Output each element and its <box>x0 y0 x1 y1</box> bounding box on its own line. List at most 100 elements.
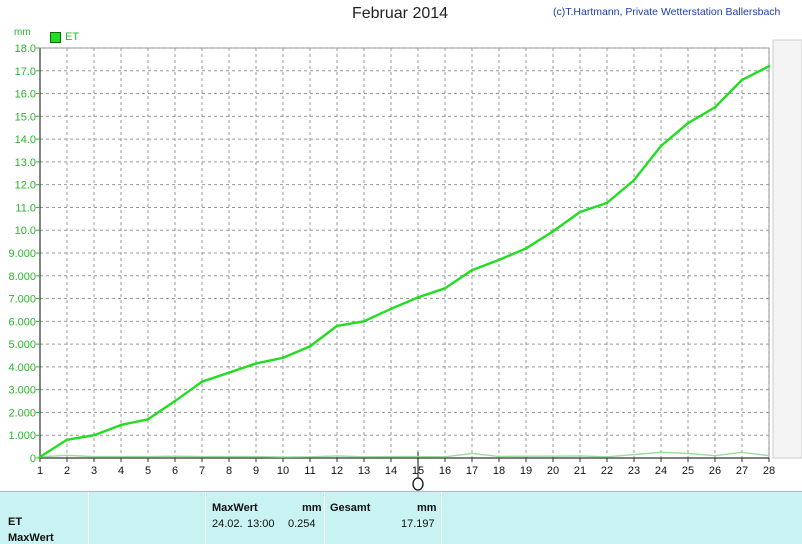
y-tick-label: 11.0 <box>15 202 36 214</box>
data-point-et <box>632 178 636 182</box>
x-tick-label: 22 <box>601 465 613 477</box>
legend: ET <box>50 31 79 43</box>
data-point-hourly <box>147 455 149 458</box>
max-value: 0.254 <box>288 518 316 530</box>
y-tick-label: 6.000 <box>8 316 36 328</box>
max-header: MaxWert <box>212 502 258 514</box>
cursor-handle <box>412 477 424 491</box>
data-point-hourly <box>174 455 176 457</box>
data-point-et <box>281 356 285 360</box>
total-value: 17.197 <box>401 518 435 530</box>
x-tick-label: 2 <box>64 465 70 477</box>
data-point-hourly <box>390 455 392 458</box>
data-point-et <box>524 247 528 250</box>
x-tick-label: 18 <box>493 465 505 477</box>
x-tick-label: 13 <box>358 465 370 477</box>
y-tick-label: 1.000 <box>8 430 36 442</box>
total-header: Gesamt <box>330 502 371 514</box>
x-tick-label: 3 <box>91 465 97 477</box>
data-point-hourly <box>687 452 689 455</box>
data-point-et <box>416 296 420 299</box>
data-point-et <box>470 268 474 272</box>
data-point-hourly <box>741 451 743 454</box>
data-point-hourly <box>660 451 662 454</box>
data-point-hourly <box>93 455 95 458</box>
data-point-hourly <box>606 456 608 458</box>
x-tick-label: 17 <box>466 465 478 477</box>
x-tick-label: 6 <box>172 465 178 477</box>
data-point-hourly <box>201 455 203 458</box>
y-tick-label: 17.0 <box>15 66 36 78</box>
y-tick-label: 4.000 <box>8 362 36 374</box>
total-unit: mm <box>417 502 437 514</box>
data-point-et <box>173 399 177 403</box>
y-tick-label: 8.000 <box>8 271 36 283</box>
data-point-et <box>92 433 96 437</box>
spare-column <box>442 492 802 544</box>
series-line-et <box>39 65 770 458</box>
data-point-et <box>767 64 771 68</box>
data-point-hourly <box>255 455 257 458</box>
y-tick-label: 15.0 <box>15 111 36 123</box>
summary-table: ET MaxWert MaxWert mm 24.02. 13:00 0.254… <box>0 491 802 544</box>
data-point-hourly <box>552 455 554 457</box>
x-tick-label: 8 <box>226 465 232 477</box>
data-point-et <box>38 455 42 459</box>
scroll-strip <box>772 39 802 459</box>
x-tick-label: 20 <box>547 465 559 477</box>
x-tick-label: 14 <box>385 465 397 477</box>
y-tick-label: 5.000 <box>8 339 36 351</box>
x-tick-label: 9 <box>253 465 259 477</box>
data-point-et <box>443 287 447 290</box>
empty-column <box>89 492 206 544</box>
data-point-hourly <box>471 452 473 455</box>
data-point-hourly <box>66 454 68 457</box>
legend-label: ET <box>65 31 80 43</box>
x-tick-label: 27 <box>736 465 748 477</box>
data-point-hourly <box>336 455 338 457</box>
max-unit: mm <box>302 502 322 514</box>
row-label-et: ET <box>8 516 23 528</box>
y-tick-label: 13.0 <box>15 157 36 169</box>
x-tick-label: 25 <box>682 465 694 477</box>
data-point-hourly <box>120 455 122 458</box>
total-column: Gesamt mm 17.197 <box>325 492 442 544</box>
chart-area: 0 1.000 2.000 3.000 4.000 5.000 6.000 7.000 8.00… <box>8 39 802 491</box>
x-tick-label: 21 <box>574 465 586 477</box>
data-point-et <box>605 201 609 205</box>
data-point-et <box>200 380 204 383</box>
y-tick-label: 7.000 <box>8 294 36 306</box>
y-tick-label: 9.000 <box>8 248 36 260</box>
data-point-et <box>389 307 393 311</box>
y-tick-label: 12.0 <box>15 180 36 192</box>
data-point-hourly <box>363 456 365 458</box>
data-point-et <box>119 423 123 427</box>
y-tick-label: 14.0 <box>15 134 36 146</box>
x-tick-label: 19 <box>520 465 532 477</box>
data-point-hourly <box>444 456 446 458</box>
legend-swatch <box>50 31 61 43</box>
data-point-hourly <box>282 456 284 458</box>
y-tick-label: 10.0 <box>15 225 36 237</box>
y-axis-unit: mm <box>14 27 31 38</box>
data-point-et <box>497 258 501 262</box>
x-tick-label: 16 <box>439 465 451 477</box>
data-point-hourly <box>228 455 230 458</box>
data-point-et <box>65 438 69 442</box>
data-point-hourly <box>633 453 635 456</box>
data-point-et <box>740 78 744 82</box>
max-time: 13:00 <box>247 518 275 530</box>
y-tick-label: 3.000 <box>8 385 36 397</box>
data-point-et <box>659 144 663 148</box>
max-column: MaxWert mm 24.02. 13:00 0.254 <box>206 492 325 544</box>
y-tick-label: 18.0 <box>15 43 36 55</box>
y-tick-label: 2.000 <box>8 407 36 419</box>
x-tick-label: 5 <box>145 465 151 477</box>
data-point-et <box>713 105 717 109</box>
x-tick-label: 26 <box>709 465 721 477</box>
data-point-et <box>146 417 150 421</box>
data-point-hourly <box>417 455 419 458</box>
data-point-hourly <box>714 454 716 457</box>
series-line-hourly <box>39 451 770 458</box>
data-point-hourly <box>498 455 500 458</box>
